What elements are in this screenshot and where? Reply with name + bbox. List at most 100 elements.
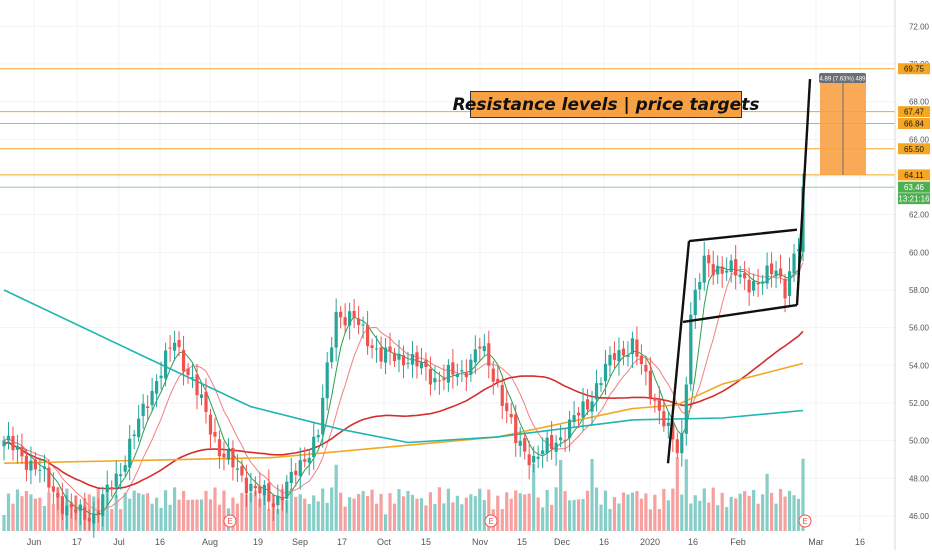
candle-body xyxy=(671,422,675,440)
candle-body xyxy=(361,324,365,326)
volume-bar xyxy=(496,495,500,531)
price-tick-label: 62.00 xyxy=(909,211,930,220)
time-tick-label: Feb xyxy=(730,537,746,547)
candle-body xyxy=(536,456,540,459)
volume-bar xyxy=(190,499,195,531)
candle-body xyxy=(74,508,78,513)
candle-body xyxy=(774,270,778,277)
volume-bar xyxy=(621,492,626,531)
candle-body xyxy=(752,281,756,291)
price-tick-label: 54.00 xyxy=(909,361,930,370)
volume-bar xyxy=(783,496,787,531)
volume-bar xyxy=(603,490,608,531)
candle-body xyxy=(738,274,742,277)
volume-bar xyxy=(348,497,352,531)
candle-body xyxy=(765,265,769,284)
volume-bar xyxy=(460,504,464,531)
candle-body xyxy=(532,455,536,463)
candle-body xyxy=(662,411,666,427)
candle-body xyxy=(680,433,684,454)
candle-body xyxy=(698,282,702,290)
candle-body xyxy=(657,400,661,411)
volume-bar xyxy=(137,492,141,531)
candle-body xyxy=(563,439,567,441)
candle-body xyxy=(231,448,235,468)
level-badge-label: 65.50 xyxy=(904,145,925,154)
candle-body xyxy=(559,437,563,441)
candle-body xyxy=(590,401,594,412)
candle-body xyxy=(608,354,612,366)
volume-bar xyxy=(720,492,724,531)
volume-bar xyxy=(734,498,738,531)
candle-body xyxy=(172,342,177,351)
candle-body xyxy=(6,435,11,441)
sma-50-line xyxy=(3,330,804,490)
candle-body xyxy=(316,435,320,438)
volume-bar xyxy=(222,490,226,531)
volume-bar xyxy=(262,493,266,531)
volume-bar xyxy=(554,487,558,531)
volume-bar xyxy=(599,504,603,531)
volume-bar xyxy=(325,502,329,531)
candle-body xyxy=(298,460,302,477)
volume-bar xyxy=(572,499,576,531)
candle-body xyxy=(24,455,29,470)
sma-200-line xyxy=(3,289,804,444)
candle-body xyxy=(307,457,311,463)
candle-body xyxy=(747,279,751,293)
volume-bar xyxy=(397,489,401,531)
volume-bar xyxy=(469,494,473,531)
volume-bar xyxy=(635,491,639,531)
candle-body xyxy=(163,350,168,379)
volume-bar xyxy=(415,498,419,531)
candle-body xyxy=(729,260,733,272)
level-badge xyxy=(898,63,930,75)
resistance-level-lines xyxy=(0,68,895,188)
volume-bar xyxy=(675,457,679,531)
candle-body xyxy=(644,364,648,372)
volume-bar xyxy=(698,500,702,531)
candle-body xyxy=(518,440,522,446)
volume-bar xyxy=(662,488,666,531)
price-axis[interactable]: 46.00 48.00 50.00 52.00 54.00 56.00 58.00 60.00… xyxy=(894,0,930,550)
volume-bar xyxy=(487,489,491,531)
earnings-marker-label: E xyxy=(802,517,807,526)
candle-body xyxy=(217,439,222,457)
volume-bar xyxy=(541,507,545,531)
candle-body xyxy=(725,270,729,273)
volume-bar xyxy=(500,509,504,531)
volume-bar xyxy=(738,493,742,531)
candle-body xyxy=(761,281,765,283)
time-tick-label: 15 xyxy=(421,537,431,547)
candle-body xyxy=(51,486,55,492)
volume-bar xyxy=(2,515,6,531)
time-tick-label: 2020 xyxy=(640,537,660,547)
volume-bar xyxy=(172,487,177,531)
candle-body xyxy=(280,497,284,501)
volume-bar xyxy=(648,509,652,531)
candle-body xyxy=(675,439,679,454)
time-axis[interactable]: Jun 17 Jul 16 Aug 19 Sep 17 Oct 15 Nov 15 Dec 16 2020 1… xyxy=(27,537,865,547)
volume-bar xyxy=(316,501,320,531)
volume-bar xyxy=(590,459,594,531)
volume-bar xyxy=(334,464,338,531)
volume-bar xyxy=(231,497,235,531)
candle-body xyxy=(626,355,630,357)
volume-bar xyxy=(343,506,347,531)
volume-bar xyxy=(725,507,729,531)
volume-bar xyxy=(576,499,581,531)
level-badge-label: 69.75 xyxy=(904,65,925,74)
volume-bar xyxy=(388,493,392,531)
candle-body xyxy=(253,485,257,489)
level-badge xyxy=(898,143,930,155)
volume-bar xyxy=(105,489,109,531)
candle-body xyxy=(689,314,693,385)
volume-bar xyxy=(128,498,132,531)
candle-body xyxy=(594,383,599,400)
candle-body xyxy=(693,289,697,316)
candle-body xyxy=(716,265,720,275)
candle-body xyxy=(585,399,590,410)
volume-bar xyxy=(289,488,293,531)
volume-bar xyxy=(132,490,136,531)
